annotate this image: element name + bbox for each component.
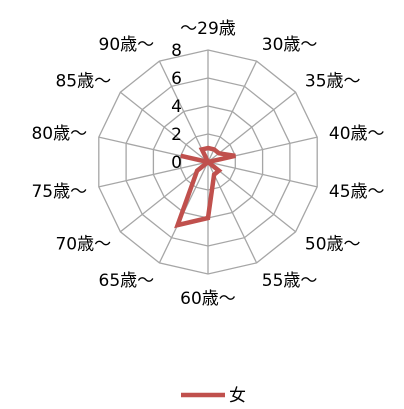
grid-spoke (207, 161, 318, 188)
tick-label: 4 (171, 97, 182, 117)
category-label: 65歳～ (99, 271, 155, 291)
category-label: 80歳～ (31, 124, 87, 144)
category-label: 85歳～ (55, 71, 111, 91)
grid-spoke (119, 91, 209, 163)
grid-spoke (207, 161, 297, 233)
series-line (174, 145, 236, 229)
legend-label: 女 (229, 386, 246, 405)
tick-label: 6 (171, 69, 182, 89)
tick-label: 0 (171, 153, 182, 173)
category-label: 75歳～ (31, 182, 87, 202)
category-label: 70歳～ (55, 235, 111, 255)
category-label: 40歳～ (329, 124, 385, 144)
legend: 女 (181, 386, 246, 406)
category-label: 45歳～ (329, 182, 385, 202)
tick-label: 8 (171, 41, 182, 61)
grid-spoke (207, 60, 258, 163)
radial-tick-labels: 0 2 4 6 8 (171, 41, 182, 173)
tick-label: 2 (171, 125, 182, 145)
grid-spoke (119, 161, 209, 233)
category-labels: ～29歳 30歳～ 35歳～ 40歳～ 45歳～ 50歳～ 55歳～ 60歳～ 65歳～ 70歳～… (31, 19, 384, 309)
grid-spoke (158, 60, 209, 163)
category-label: 35歳～ (305, 71, 361, 91)
category-label: 60歳～ (180, 289, 236, 309)
grid-spoke (207, 91, 297, 163)
series-layer (174, 145, 236, 229)
category-label: 90歳～ (99, 35, 155, 55)
grid-spoke (98, 161, 209, 188)
grid-spoke (207, 161, 258, 264)
category-label: 50歳～ (305, 235, 361, 255)
category-label: 55歳～ (262, 271, 318, 291)
category-label: 30歳～ (262, 35, 318, 55)
category-label: ～29歳 (180, 19, 236, 39)
